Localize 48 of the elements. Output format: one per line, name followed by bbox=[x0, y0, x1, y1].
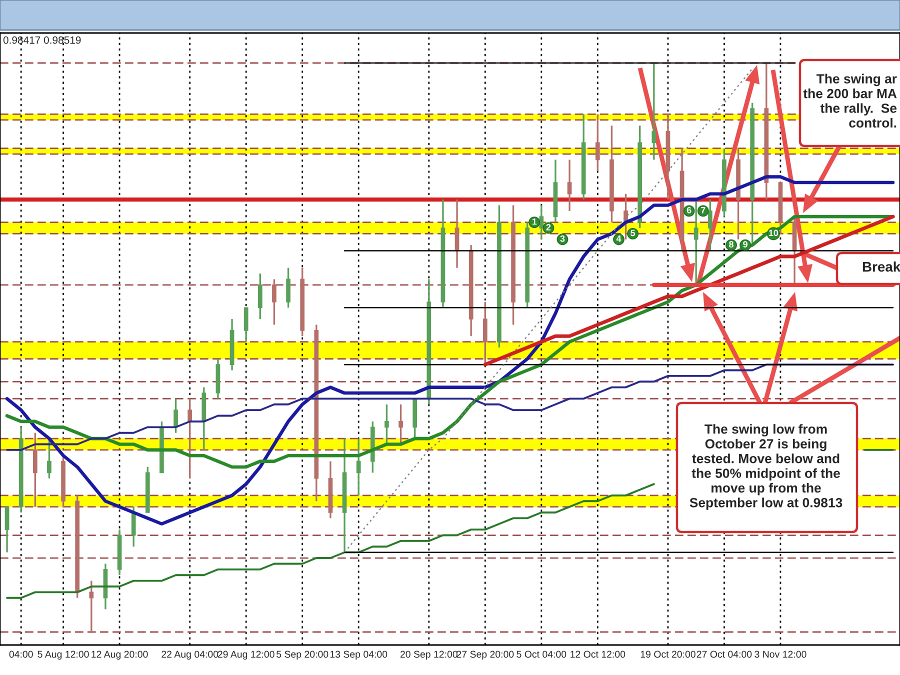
candlestick bbox=[47, 438, 52, 480]
x-tick-label: 5 Oct 04:00 bbox=[516, 650, 566, 658]
annotation: 2 bbox=[546, 224, 551, 230]
candlestick bbox=[708, 198, 712, 252]
x-tick-label: 27 Oct 04:00 bbox=[696, 650, 752, 658]
annotation: 7 bbox=[701, 207, 706, 214]
candlestick bbox=[258, 272, 262, 320]
annotation: 4 bbox=[616, 236, 622, 242]
x-tick-label: 22 Aug 04:00 bbox=[162, 650, 218, 660]
candlestick bbox=[356, 438, 361, 496]
annotation: 3 bbox=[560, 235, 565, 242]
x-tick-label: 3 Nov 12:00 bbox=[754, 650, 806, 658]
x-tick-label: 5 Sep 20:00 bbox=[276, 650, 328, 660]
annotation: The swing low from October 27 is being tested. Move below and the 50% midpoint of the move up from the September low at 0.9813 bbox=[690, 424, 842, 510]
x-tick-label: 20 Sep 12:00 bbox=[400, 650, 458, 660]
candlestick bbox=[384, 404, 389, 446]
x-tick-label: 19 Oct 20:00 bbox=[640, 650, 696, 658]
x-tick-label: 29 Aug 12:00 bbox=[218, 650, 274, 660]
candlestick bbox=[286, 267, 290, 309]
annotation: The swing ar the 200 bar MA the rally. Se control. bbox=[803, 74, 897, 128]
candlestick bbox=[567, 158, 572, 212]
x-tick-label: 12 Oct 12:00 bbox=[570, 650, 626, 658]
candlestick bbox=[652, 62, 656, 161]
annotation: 1 bbox=[532, 218, 537, 225]
candlestick bbox=[174, 398, 178, 434]
x-tick-label: 12 Aug 20:00 bbox=[92, 650, 148, 660]
candlestick bbox=[272, 278, 276, 326]
text: 0.98417 0.98519 bbox=[3, 36, 81, 44]
annotation: 9 bbox=[743, 241, 748, 248]
candlestick bbox=[595, 113, 600, 172]
x-tick-label: 5 Aug 12:00 bbox=[38, 650, 89, 660]
candlestick bbox=[89, 580, 94, 633]
candlestick bbox=[244, 306, 248, 343]
x-tick-label: 04:00 bbox=[9, 650, 33, 658]
candlestick bbox=[539, 204, 544, 240]
annotation: 10 bbox=[768, 230, 778, 236]
candlestick bbox=[131, 506, 136, 548]
candlestick bbox=[482, 301, 488, 366]
candlestick bbox=[4, 506, 10, 554]
annotation: 6 bbox=[686, 206, 692, 214]
candlestick bbox=[694, 198, 698, 286]
candlestick bbox=[188, 398, 192, 480]
x-tick-label: 13 Sep 04:00 bbox=[330, 650, 388, 660]
annotation: 8 bbox=[729, 241, 734, 248]
candlestick bbox=[32, 432, 38, 508]
annotation: 5 bbox=[630, 230, 636, 236]
x-tick-label: 27 Sep 20:00 bbox=[456, 650, 514, 660]
candlestick bbox=[398, 404, 403, 446]
